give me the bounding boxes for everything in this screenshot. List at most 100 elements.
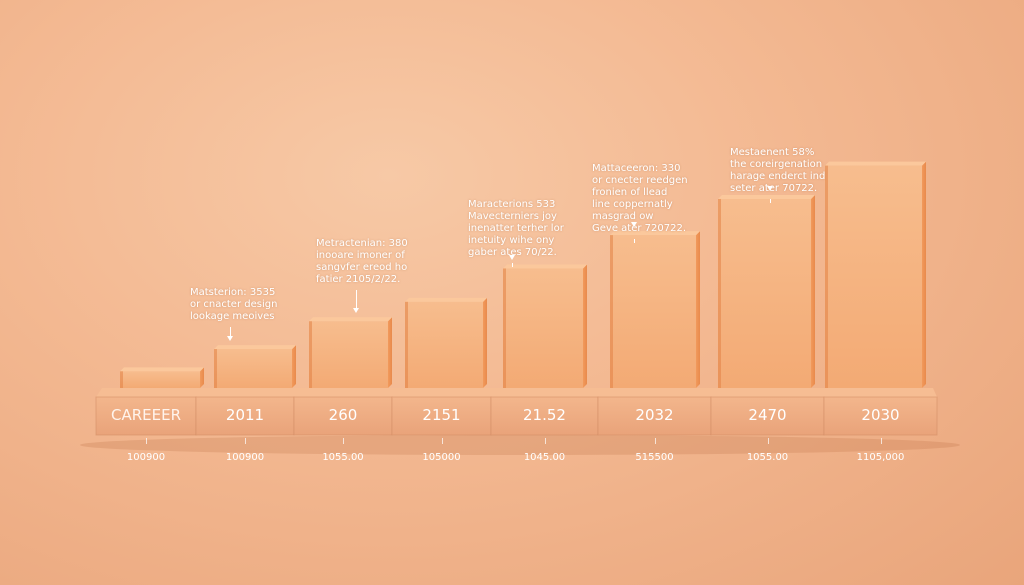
annotation-leader bbox=[356, 290, 357, 309]
category-label: 2470 bbox=[748, 406, 787, 424]
bar-3 bbox=[309, 317, 392, 388]
base-segment bbox=[597, 396, 712, 436]
base-segment bbox=[95, 396, 197, 436]
annotation-line: harage enderct ind bbox=[730, 171, 826, 182]
annotation-line: fatier 2105/2/22. bbox=[316, 274, 401, 285]
category-label: CAREEER bbox=[110, 406, 181, 424]
bar-edge bbox=[503, 268, 506, 388]
annotation-line: inooare imoner of bbox=[316, 250, 405, 261]
annotation-arrow-icon bbox=[767, 185, 773, 191]
annotation-line: inetuity wihe ony bbox=[468, 235, 555, 246]
bar-front bbox=[718, 198, 811, 388]
base-segment bbox=[293, 396, 393, 436]
bar-front bbox=[610, 235, 696, 388]
bar-front bbox=[825, 165, 922, 388]
annotation-line: Maracterions 533 bbox=[468, 199, 556, 210]
bar-side bbox=[922, 161, 926, 388]
annotation-line: Mattaceeron: 330 bbox=[592, 163, 681, 174]
footer-tick bbox=[441, 438, 443, 444]
annotation-line: line coppernatly bbox=[592, 199, 673, 210]
annotation-text: Maracterions 533 Mavecterniers joy inenatt… bbox=[468, 199, 564, 259]
bar-edge bbox=[610, 235, 613, 388]
base-segment bbox=[391, 396, 492, 436]
footer-tick bbox=[654, 438, 656, 444]
annotation-line: Metractenian: 380 bbox=[316, 238, 408, 249]
bar-edge bbox=[214, 349, 217, 388]
bar-front bbox=[309, 321, 388, 388]
bar-4 bbox=[405, 297, 487, 388]
annotation-line: lookage meoives bbox=[190, 311, 275, 322]
bar-top bbox=[718, 194, 815, 199]
bar-8 bbox=[825, 161, 926, 388]
bar-top bbox=[214, 345, 296, 350]
base-segment bbox=[710, 396, 825, 436]
category-label: 2032 bbox=[635, 406, 674, 424]
bar-top bbox=[503, 264, 587, 269]
footer-tick bbox=[767, 438, 769, 444]
annotation-line: fronien of llead bbox=[592, 187, 668, 198]
annotation-line: Mavecterniers joy bbox=[468, 211, 557, 222]
bar-side bbox=[696, 231, 700, 388]
category-label: 21.52 bbox=[523, 406, 566, 424]
bar-1 bbox=[120, 367, 204, 388]
bar-top bbox=[610, 231, 700, 236]
category-label: 260 bbox=[328, 406, 358, 424]
bar-5 bbox=[503, 264, 587, 388]
annotation-text: Mattaceeron: 330 or cnecter reedgen fronie… bbox=[592, 163, 688, 235]
bar-edge bbox=[405, 301, 408, 388]
footer-label: 100900 bbox=[126, 452, 166, 463]
bar-side bbox=[483, 297, 487, 388]
category-label: 2011 bbox=[225, 406, 265, 424]
bar-side bbox=[292, 345, 296, 388]
bar-front bbox=[120, 371, 200, 388]
annotation-leader bbox=[634, 239, 635, 243]
bar-edge bbox=[120, 371, 123, 388]
chart-base bbox=[80, 388, 960, 455]
footer-label: 100900 bbox=[225, 452, 265, 463]
annotation-arrow-icon bbox=[509, 255, 515, 261]
annotation-leader bbox=[230, 327, 231, 337]
base-shadow bbox=[80, 435, 960, 455]
annotation-arrow-icon bbox=[631, 222, 637, 228]
bar-side bbox=[811, 194, 815, 388]
annotation-line: inenatter terher lor bbox=[468, 223, 564, 234]
footer-tick bbox=[146, 438, 147, 444]
bar-top bbox=[405, 297, 487, 302]
bar-side bbox=[388, 317, 392, 388]
bar-6 bbox=[610, 231, 700, 388]
bar-edge bbox=[718, 198, 721, 388]
bar-7 bbox=[718, 194, 815, 388]
annotation-arrow-icon bbox=[227, 336, 233, 342]
footer-label: 1105,000 bbox=[856, 452, 905, 463]
bar-front bbox=[405, 301, 483, 388]
annotation-line: or cnecter reedgen bbox=[592, 175, 688, 186]
annotation-leader bbox=[770, 199, 771, 203]
bar-side bbox=[583, 264, 587, 388]
annotation-text: Matsterion: 3535 or cnacter design lookage… bbox=[190, 287, 277, 323]
annotation-line: Mestaenent 58% bbox=[730, 147, 815, 158]
annotation-leader bbox=[512, 263, 513, 267]
bar-2 bbox=[214, 345, 296, 388]
annotation-line: the coreirgenation bbox=[730, 159, 823, 170]
footer-label: 515500 bbox=[635, 452, 674, 463]
annotation-text: Metractenian: 380 inooare imoner of sangvf… bbox=[316, 238, 408, 286]
bar-top bbox=[309, 317, 392, 322]
footer-label: 1055.00 bbox=[746, 452, 789, 463]
category-label: 2151 bbox=[422, 406, 461, 424]
base-segment bbox=[823, 396, 938, 436]
footer-tick bbox=[245, 438, 246, 444]
base-segment bbox=[490, 396, 599, 436]
bar-front bbox=[214, 349, 292, 388]
footer-tick bbox=[880, 438, 882, 444]
base-top bbox=[96, 388, 937, 397]
annotation-line: or cnacter design bbox=[190, 299, 278, 310]
annotation-line: gaber ates 70/22. bbox=[468, 247, 557, 258]
footer-label: 1045.00 bbox=[523, 452, 566, 463]
bar-top bbox=[825, 161, 926, 166]
bar-front bbox=[503, 268, 583, 388]
annotation-line: Matsterion: 3535 bbox=[190, 287, 276, 298]
annotation-line: Geve ater 720722. bbox=[592, 223, 686, 234]
footer-tick bbox=[343, 438, 344, 444]
bar-side bbox=[200, 367, 204, 388]
